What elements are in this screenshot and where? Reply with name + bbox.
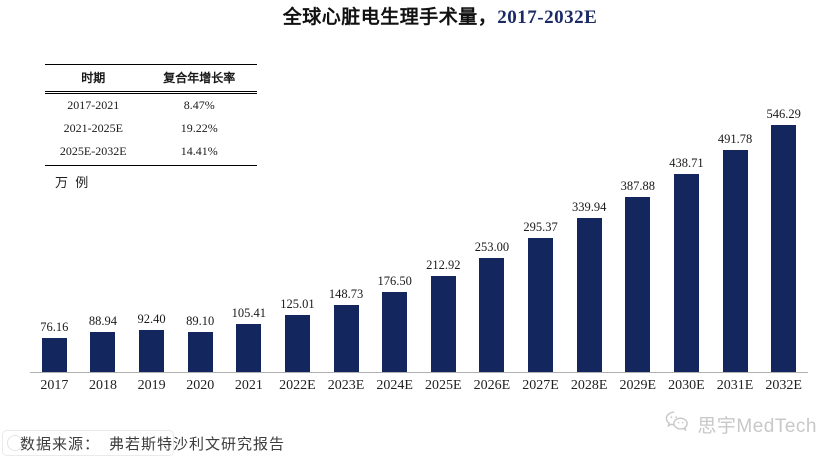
bar-value-label: 176.50 (377, 274, 412, 288)
cagr-rate-cell: 14.41% (141, 140, 257, 166)
cagr-row: 2025E-2032E 14.41% (45, 140, 257, 166)
bar (528, 238, 554, 372)
x-axis-tick-label: 2032E (765, 378, 802, 393)
x-axis-tick-label: 2025E (425, 378, 462, 393)
chart-title-range: 2017-2032E (497, 7, 598, 28)
x-axis-labels: 2017 2018 2019 2020 2021 2022E 2023E 2024E 2025E… (30, 373, 808, 394)
unit-label: 万 例 (55, 175, 91, 190)
bar (576, 218, 602, 372)
bar-column: 92.40 (127, 312, 176, 372)
bar-value-label: 212.92 (426, 258, 461, 272)
cagr-header-rate: 复合年增长率 (141, 64, 257, 94)
cagr-period-cell: 2017-2021 (67, 98, 120, 112)
bar (382, 292, 408, 372)
bar-value-label: 105.41 (231, 306, 266, 320)
bar-column: 339.94 (565, 200, 614, 372)
bar-chart: 76.16 88.94 92.40 89.10 105.41 125.01 148.73 17… (30, 95, 808, 394)
chart-title-cn: 全球心脏电生理手术量， (282, 7, 498, 28)
bar-column: 212.92 (419, 258, 468, 372)
bar-value-label: 76.16 (40, 320, 69, 334)
source-label: 数据来源： (20, 437, 101, 453)
bar (625, 197, 651, 372)
cagr-table-header: 时期 复合年增长率 (45, 64, 257, 94)
x-axis-tick-label: 2030E (668, 378, 705, 393)
bar-value-label: 148.73 (328, 287, 364, 301)
bar-column: 105.41 (225, 306, 274, 372)
bar-column: 176.50 (370, 274, 419, 372)
bar-column: 387.88 (614, 179, 663, 372)
source-note: 数据来源： 弗若斯特沙利文研究报告 (20, 433, 285, 454)
bar (430, 276, 456, 372)
x-axis-tick-label: 2019 (137, 378, 166, 393)
cagr-table-body: 2017-2021 8.47% 2021-2025E 19.22% 2025E-2032… (45, 93, 257, 166)
wechat-icon (664, 410, 690, 439)
brand-logo: 思宇MedTech (664, 410, 817, 439)
cagr-period-cell: 2025E-2032E (45, 140, 142, 166)
bar-column: 491.78 (711, 132, 760, 372)
bar-value-label: 387.88 (620, 179, 655, 193)
x-axis-tick-label: 2021 (234, 378, 263, 393)
bar-value-label: 92.40 (137, 312, 166, 326)
bar-column: 546.29 (759, 107, 808, 372)
x-axis-tick-label: 2023E (327, 378, 365, 393)
bar-value-label: 546.29 (766, 107, 801, 121)
bar (771, 125, 797, 372)
bar-column: 125.01 (273, 297, 322, 372)
bar (236, 324, 262, 372)
cagr-row: 2017-2021 8.47% (45, 93, 257, 118)
x-axis-tick-label: 2024E (376, 378, 413, 393)
bar-value-label: 88.94 (88, 314, 117, 328)
bar-value-label: 438.71 (669, 156, 704, 170)
bar-columns: 76.16 88.94 92.40 89.10 105.41 125.01 148.73 17… (30, 95, 808, 373)
bar (673, 174, 699, 372)
bar (187, 332, 213, 372)
source-text: 弗若斯特沙利文研究报告 (109, 437, 286, 453)
x-axis-tick-label: 2029E (619, 378, 657, 393)
bar-column: 89.10 (176, 314, 225, 372)
chart-title: 全球心脏电生理手术量，2017-2032E (47, 2, 833, 29)
bar (41, 338, 67, 372)
x-axis-tick-label: 2018 (88, 378, 117, 393)
cagr-rate-cell: 19.22% (180, 121, 218, 135)
bar (479, 258, 505, 372)
bar-value-label: 253.00 (474, 240, 510, 254)
cagr-period-cell: 2021-2025E (63, 121, 123, 135)
brand-name: 思宇MedTech (697, 416, 817, 437)
bar-column: 295.37 (516, 220, 565, 372)
bar-column: 148.73 (322, 287, 371, 372)
bar (90, 332, 116, 372)
x-axis-tick-label: 2027E (522, 378, 559, 393)
bar-value-label: 491.78 (717, 132, 753, 146)
cagr-rate-cell: 8.47% (183, 98, 215, 112)
x-axis-tick-label: 2026E (473, 378, 511, 393)
bar-column: 253.00 (468, 240, 517, 372)
bar (139, 330, 165, 372)
bar-value-label: 125.01 (280, 297, 315, 311)
cagr-table: 时期 复合年增长率 2017-2021 8.47% 2021-2025E 19.22%… (45, 64, 257, 166)
x-axis-tick-label: 2017 (40, 378, 69, 393)
x-axis-tick-label: 2020 (186, 378, 215, 393)
bar-column: 88.94 (79, 314, 128, 372)
bar-value-label: 295.37 (523, 220, 558, 234)
bar-value-label: 339.94 (572, 200, 607, 214)
x-axis-tick-label: 2031E (716, 378, 754, 393)
x-axis-tick-label: 2028E (570, 378, 608, 393)
cagr-header-period: 时期 (45, 64, 142, 94)
watermark-artifact (2, 430, 174, 456)
x-axis-tick-label: 2022E (279, 378, 316, 393)
bar-column: 438.71 (662, 156, 711, 372)
bar-column: 76.16 (30, 320, 79, 372)
bar (333, 305, 359, 372)
bar-value-label: 89.10 (186, 314, 215, 328)
bar (284, 315, 310, 372)
cagr-row: 2021-2025E 19.22% (45, 117, 257, 140)
bar (722, 150, 748, 372)
